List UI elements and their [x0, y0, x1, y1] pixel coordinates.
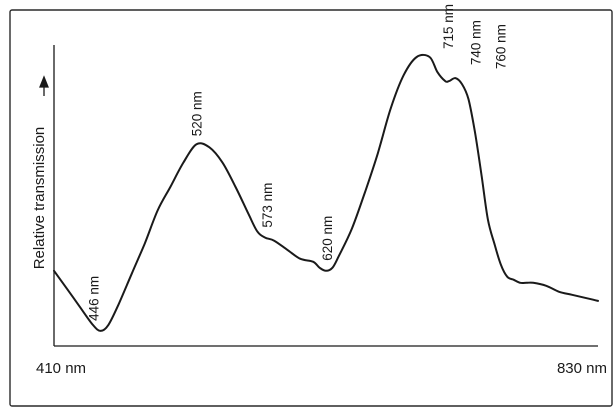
annotation-446-nm: 446 nm — [87, 276, 102, 321]
y-axis-label-group: Relative transmission — [31, 127, 48, 270]
transmission-curve — [54, 55, 598, 331]
annotation-520-nm: 520 nm — [190, 91, 205, 136]
annotation-573-nm: 573 nm — [260, 183, 275, 228]
peak-annotations: 446 nm 520 nm 573 nm 620 nm 715 nm 740 nm 760 … — [87, 4, 509, 321]
x-tick-label-end: 830 nm — [557, 360, 607, 377]
annotation-760-nm: 760 nm — [493, 24, 508, 69]
annotation-620-nm: 620 nm — [320, 216, 335, 261]
y-axis-arrow-icon — [40, 77, 48, 96]
annotation-740-nm: 740 nm — [468, 20, 483, 65]
y-axis-label: Relative transmission — [31, 127, 48, 270]
axes — [54, 45, 598, 346]
annotation-715-nm: 715 nm — [441, 4, 456, 49]
x-tick-label-start: 410 nm — [36, 360, 86, 377]
